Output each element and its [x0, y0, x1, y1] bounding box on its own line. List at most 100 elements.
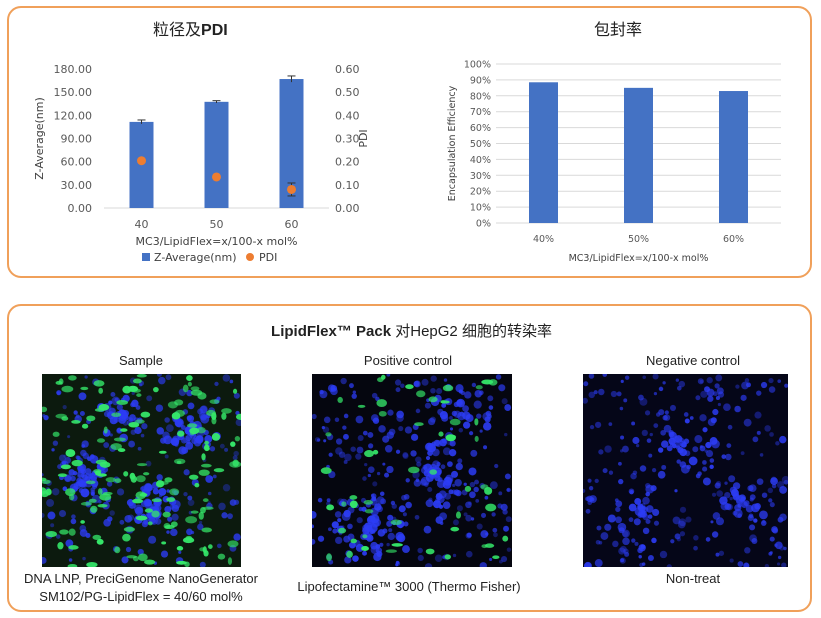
nucleus — [751, 538, 758, 545]
nucleus — [623, 548, 629, 554]
nucleus — [498, 491, 503, 496]
nucleus-cluster — [185, 441, 194, 450]
nucleus — [651, 468, 657, 473]
nucleus — [384, 472, 390, 478]
transfected-cell — [162, 511, 171, 518]
transfected-cell — [326, 553, 332, 562]
nucleus-cluster — [122, 410, 130, 417]
nucleus — [355, 453, 362, 460]
nucleus-cluster — [448, 489, 454, 495]
transfected-cell — [428, 396, 438, 403]
y2-tick-label: 0.20 — [335, 156, 360, 169]
nucleus — [131, 391, 135, 395]
nucleus — [67, 435, 71, 439]
encapsulation-bar — [624, 87, 653, 223]
transfected-cell — [177, 430, 185, 437]
nucleus-cluster — [438, 504, 444, 509]
nucleus — [424, 563, 433, 567]
nucleus — [481, 512, 487, 518]
nucleus — [769, 502, 775, 508]
nucleus — [340, 377, 347, 385]
x-axis-title: MC3/LipidFlex=x/100-x mol% — [569, 253, 709, 264]
nucleus — [367, 473, 372, 478]
nucleus — [711, 531, 719, 538]
nucleus — [127, 514, 135, 521]
transfected-cell — [159, 481, 169, 485]
nucleus — [474, 479, 479, 485]
transfected-cell — [65, 449, 76, 458]
nucleus — [583, 488, 586, 494]
transfected-cell — [92, 534, 102, 540]
transfected-cell — [440, 400, 450, 404]
nucleus — [386, 465, 394, 474]
nucleus — [199, 405, 208, 414]
nucleus — [744, 378, 750, 383]
nucleus — [699, 414, 707, 422]
nucleus — [457, 458, 463, 464]
transfected-cell — [429, 469, 438, 475]
nucleus — [378, 425, 386, 433]
size-pdi-chart: 0.00 30.00 60.00 90.00 120.00 150.00 180.00 0.0… — [33, 63, 370, 264]
nucleus — [649, 432, 654, 437]
nucleus-cluster — [451, 470, 459, 478]
nucleus — [639, 397, 648, 406]
nucleus-cluster — [441, 403, 447, 408]
nucleus-cluster — [681, 441, 687, 448]
nucleus-cluster — [684, 418, 690, 424]
nucleus — [638, 555, 642, 559]
nucleus — [312, 510, 317, 519]
nucleus — [779, 435, 787, 444]
transfected-cell — [475, 385, 483, 390]
nucleus-cluster — [628, 503, 637, 512]
nucleus — [90, 490, 96, 495]
nucleus — [621, 529, 630, 538]
nucleus — [405, 501, 412, 509]
nucleus — [724, 481, 728, 485]
nucleus — [494, 463, 499, 469]
transfected-cell — [151, 498, 162, 503]
nucleus — [674, 533, 681, 540]
nucleus — [642, 375, 646, 380]
transfected-cell — [485, 503, 497, 512]
transfected-cell — [362, 534, 368, 539]
nucleus — [52, 440, 59, 446]
nucleus-cluster — [607, 514, 616, 523]
transfected-cell — [200, 463, 212, 468]
nucleus — [771, 483, 777, 489]
nucleus — [764, 425, 771, 432]
nucleus-cluster — [719, 496, 728, 505]
nucleus — [402, 545, 410, 554]
nucleus-cluster — [633, 518, 641, 526]
nucleus — [156, 474, 163, 481]
y-tick-label: 70% — [470, 107, 491, 118]
transfected-cell — [190, 386, 200, 391]
nucleus — [415, 456, 422, 463]
nucleus — [229, 379, 234, 384]
transfected-cell — [97, 504, 108, 508]
nucleus — [641, 506, 646, 510]
nucleus — [165, 374, 172, 381]
nucleus — [683, 412, 689, 417]
nucleus — [604, 445, 612, 453]
nucleus — [437, 495, 445, 504]
nucleus — [429, 416, 436, 423]
nucleus-cluster — [167, 516, 173, 522]
nucleus — [47, 511, 56, 520]
nucleus — [693, 545, 698, 551]
nucleus — [62, 405, 67, 410]
nucleus — [328, 452, 333, 457]
transfected-cell — [349, 500, 358, 509]
transfection-title-bold: LipidFlex™ Pack — [271, 323, 392, 340]
nucleus-cluster — [77, 470, 85, 478]
nucleus — [446, 478, 452, 484]
nucleus — [433, 439, 441, 447]
nucleus — [636, 443, 640, 448]
nucleus — [670, 539, 675, 544]
transfected-cell — [95, 459, 108, 465]
nucleus-cluster — [209, 446, 216, 452]
nucleus — [714, 383, 720, 389]
nucleus — [84, 375, 88, 379]
nucleus — [754, 411, 762, 419]
nucleus — [602, 468, 608, 474]
nucleus-cluster — [442, 501, 451, 510]
